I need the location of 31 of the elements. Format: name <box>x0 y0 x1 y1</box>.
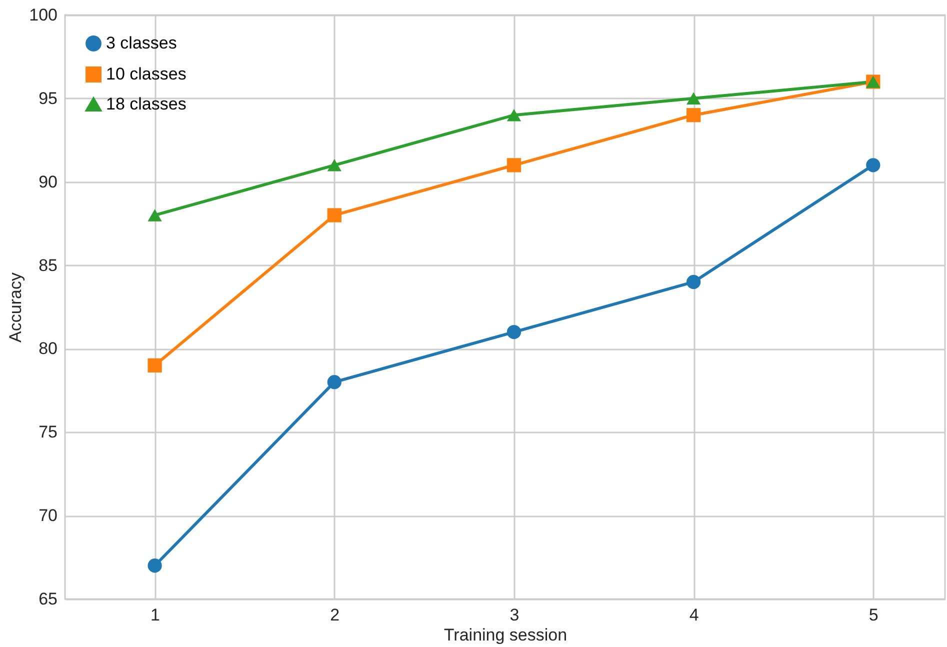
point <box>506 324 522 340</box>
point <box>327 208 342 222</box>
legend-label: 10 classes <box>106 64 186 84</box>
y-tick-label: 75 <box>38 422 58 442</box>
y-tick-label: 80 <box>38 339 58 358</box>
legend-label: 18 classes <box>106 94 186 114</box>
point <box>148 358 162 372</box>
point <box>686 108 701 122</box>
y-tick-label: 70 <box>38 506 58 526</box>
x-axis-title: Training session <box>444 626 568 644</box>
x-tick-label: 4 <box>689 606 699 624</box>
y-tick-label: 85 <box>38 256 58 275</box>
point <box>686 92 701 105</box>
point <box>686 274 701 290</box>
point <box>866 158 880 172</box>
point <box>148 209 162 222</box>
legend-label: 3 classes <box>106 34 177 52</box>
x-tick-label: 1 <box>150 606 160 624</box>
point <box>506 108 522 122</box>
y-tick-label: 65 <box>38 590 58 608</box>
y-tick-label: 95 <box>38 88 58 108</box>
x-tick-label: 2 <box>330 606 340 624</box>
x-tick-label: 5 <box>868 606 878 624</box>
point <box>327 159 342 172</box>
point <box>506 158 522 172</box>
y-tick-label: 90 <box>38 172 58 192</box>
point <box>327 375 342 390</box>
y-axis-title: Accuracy <box>6 272 26 342</box>
x-tick-label: 3 <box>510 606 520 624</box>
y-tick-label: 100 <box>29 6 58 24</box>
point <box>148 558 162 573</box>
